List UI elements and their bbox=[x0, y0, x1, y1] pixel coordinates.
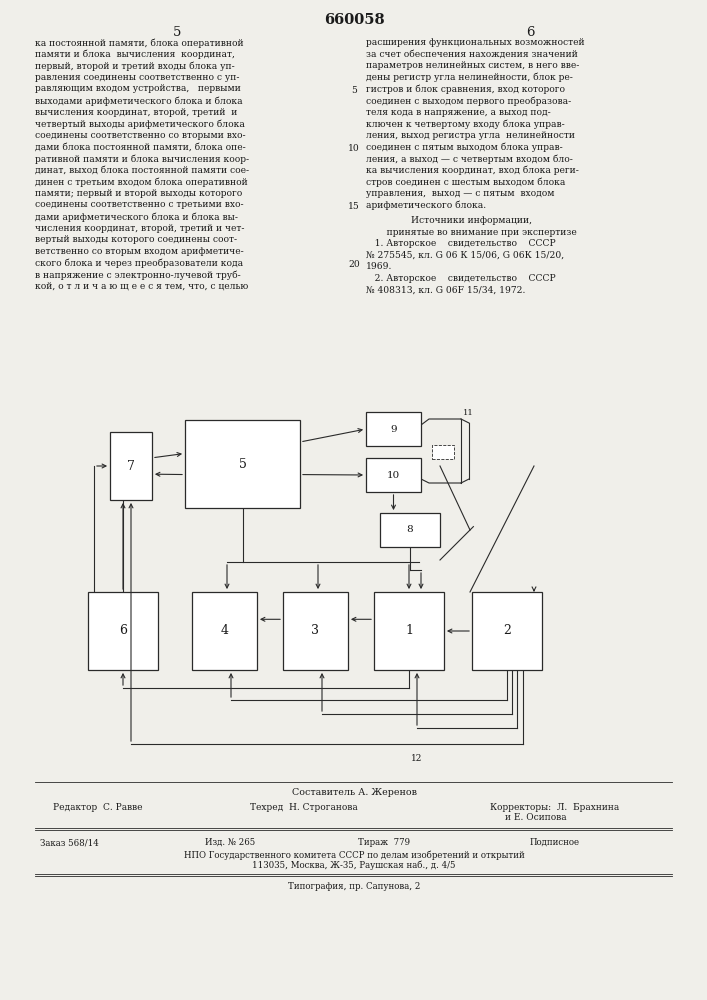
Bar bbox=[472, 592, 542, 670]
Text: первый, второй и третий входы блока уп-: первый, второй и третий входы блока уп- bbox=[35, 61, 235, 71]
Text: дами блока постоянной памяти, блока опе-: дами блока постоянной памяти, блока опе- bbox=[35, 142, 246, 151]
Text: 1: 1 bbox=[405, 624, 413, 638]
Text: Подписное: Подписное bbox=[530, 838, 580, 847]
Text: 10: 10 bbox=[348, 144, 360, 153]
Text: 9: 9 bbox=[390, 424, 397, 434]
Text: Тираж  779: Тираж 779 bbox=[358, 838, 410, 847]
Text: ключен к четвертому входу блока управ-: ключен к четвертому входу блока управ- bbox=[366, 119, 565, 129]
Text: теля кода в напряжение, а выход под-: теля кода в напряжение, а выход под- bbox=[366, 108, 551, 117]
Text: 11: 11 bbox=[463, 409, 474, 417]
Text: 3: 3 bbox=[312, 624, 320, 638]
Text: памяти и блока  вычисления  координат,: памяти и блока вычисления координат, bbox=[35, 50, 235, 59]
Text: за счет обеспечения нахождения значений: за счет обеспечения нахождения значений bbox=[366, 50, 578, 59]
Text: 8: 8 bbox=[407, 526, 414, 534]
Text: динен с третьим входом блока оперативной: динен с третьим входом блока оперативной bbox=[35, 177, 247, 187]
Text: соединен с пятым выходом блока управ-: соединен с пятым выходом блока управ- bbox=[366, 142, 563, 152]
Text: соединены соответственно со вторыми вхо-: соединены соответственно со вторыми вхо- bbox=[35, 131, 245, 140]
Text: арифметического блока.: арифметического блока. bbox=[366, 200, 486, 210]
Text: равления соединены соответственно с уп-: равления соединены соответственно с уп- bbox=[35, 73, 240, 82]
Text: дены регистр угла нелинейности, блок ре-: дены регистр угла нелинейности, блок ре- bbox=[366, 73, 573, 82]
Text: гистров и блок сравнения, вход которого: гистров и блок сравнения, вход которого bbox=[366, 84, 565, 94]
Text: 1969.: 1969. bbox=[366, 262, 392, 271]
Text: ративной памяти и блока вычисления коор-: ративной памяти и блока вычисления коор- bbox=[35, 154, 249, 163]
Text: вертый выходы которого соединены соот-: вертый выходы которого соединены соот- bbox=[35, 235, 237, 244]
Bar bbox=[110, 432, 152, 500]
Text: 4: 4 bbox=[221, 624, 228, 638]
Text: 1. Авторское    свидетельство    СССР: 1. Авторское свидетельство СССР bbox=[366, 239, 556, 248]
Bar bbox=[366, 412, 421, 446]
Text: ка вычисления координат, вход блока реги-: ка вычисления координат, вход блока реги… bbox=[366, 166, 579, 175]
Bar bbox=[283, 592, 348, 670]
Text: выходами арифметического блока и блока: выходами арифметического блока и блока bbox=[35, 96, 243, 105]
Text: расширения функциональных возможностей: расширения функциональных возможностей bbox=[366, 38, 585, 47]
Text: ветственно со вторым входом арифметиче-: ветственно со вторым входом арифметиче- bbox=[35, 247, 244, 256]
Text: Составитель А. Жеренов: Составитель А. Жеренов bbox=[291, 788, 416, 797]
Bar bbox=[185, 420, 300, 508]
Text: Техред  Н. Строганова: Техред Н. Строганова bbox=[250, 803, 358, 812]
Text: динат, выход блока постоянной памяти сое-: динат, выход блока постоянной памяти сое… bbox=[35, 166, 249, 175]
Text: параметров нелинейных систем, в него вве-: параметров нелинейных систем, в него вве… bbox=[366, 61, 579, 70]
Text: ления, а выход — с четвертым входом бло-: ления, а выход — с четвертым входом бло- bbox=[366, 154, 573, 163]
Bar bbox=[432, 445, 454, 459]
Text: памяти; первый и второй выходы которого: памяти; первый и второй выходы которого bbox=[35, 189, 243, 198]
Text: ка постоянной памяти, блока оперативной: ка постоянной памяти, блока оперативной bbox=[35, 38, 244, 47]
Text: числения координат, второй, третий и чет-: числения координат, второй, третий и чет… bbox=[35, 224, 245, 233]
Text: Заказ 568/14: Заказ 568/14 bbox=[40, 838, 99, 847]
Text: 2. Авторское    свидетельство    СССР: 2. Авторское свидетельство СССР bbox=[366, 274, 556, 283]
Text: Типография, пр. Сапунова, 2: Типография, пр. Сапунова, 2 bbox=[288, 882, 420, 891]
Text: стров соединен с шестым выходом блока: стров соединен с шестым выходом блока bbox=[366, 177, 566, 187]
Text: 5: 5 bbox=[173, 26, 181, 39]
Text: НПО Государственного комитета СССР по делам изобретений и открытий: НПО Государственного комитета СССР по де… bbox=[184, 850, 525, 859]
Text: 20: 20 bbox=[348, 260, 360, 269]
Bar bbox=[366, 458, 421, 492]
Text: ского блока и через преобразователи кода: ского блока и через преобразователи кода bbox=[35, 258, 243, 268]
Text: Корректоры:  Л.  Брахнина: Корректоры: Л. Брахнина bbox=[490, 803, 619, 812]
Text: 12: 12 bbox=[411, 754, 423, 763]
Text: четвертый выходы арифметического блока: четвертый выходы арифметического блока bbox=[35, 119, 245, 129]
Text: 6: 6 bbox=[119, 624, 127, 638]
Bar bbox=[192, 592, 257, 670]
Text: 660058: 660058 bbox=[324, 13, 385, 27]
Text: Источники информации,: Источники информации, bbox=[411, 216, 532, 225]
Text: управления,  выход — с пятым  входом: управления, выход — с пятым входом bbox=[366, 189, 554, 198]
Text: 5: 5 bbox=[238, 458, 247, 471]
Text: № 408313, кл. G 06F 15/34, 1972.: № 408313, кл. G 06F 15/34, 1972. bbox=[366, 286, 525, 295]
Text: вычисления координат, второй, третий  и: вычисления координат, второй, третий и bbox=[35, 108, 238, 117]
Text: соединены соответственно с третьими вхо-: соединены соответственно с третьими вхо- bbox=[35, 200, 244, 209]
Text: № 275545, кл. G 06 К 15/06, G 06К 15/20,: № 275545, кл. G 06 К 15/06, G 06К 15/20, bbox=[366, 251, 564, 260]
Text: в напряжение с электронно-лучевой труб-: в напряжение с электронно-лучевой труб- bbox=[35, 270, 241, 279]
Bar bbox=[88, 592, 158, 670]
Bar bbox=[380, 513, 440, 547]
Text: кой, о т л и ч а ю щ е е с я тем, что, с целью: кой, о т л и ч а ю щ е е с я тем, что, с… bbox=[35, 282, 248, 291]
Text: 2: 2 bbox=[503, 624, 511, 638]
Text: 15: 15 bbox=[348, 202, 360, 211]
Text: соединен с выходом первого преобразова-: соединен с выходом первого преобразова- bbox=[366, 96, 571, 105]
Bar bbox=[374, 592, 444, 670]
Text: дами арифметического блока и блока вы-: дами арифметического блока и блока вы- bbox=[35, 212, 238, 222]
Text: 5: 5 bbox=[351, 86, 357, 95]
Text: и Е. Осипова: и Е. Осипова bbox=[505, 813, 566, 822]
Text: 7: 7 bbox=[127, 460, 135, 473]
Text: принятые во внимание при экспертизе: принятые во внимание при экспертизе bbox=[378, 228, 577, 237]
Text: равляющим входом устройства,   первыми: равляющим входом устройства, первыми bbox=[35, 84, 241, 93]
Text: 10: 10 bbox=[387, 471, 400, 480]
Text: ления, выход регистра угла  нелинейности: ления, выход регистра угла нелинейности bbox=[366, 131, 575, 140]
Text: 6: 6 bbox=[526, 26, 534, 39]
Text: 113035, Москва, Ж-35, Раушская наб., д. 4/5: 113035, Москва, Ж-35, Раушская наб., д. … bbox=[252, 860, 456, 869]
Text: Изд. № 265: Изд. № 265 bbox=[205, 838, 255, 847]
Text: Редактор  С. Равве: Редактор С. Равве bbox=[53, 803, 143, 812]
